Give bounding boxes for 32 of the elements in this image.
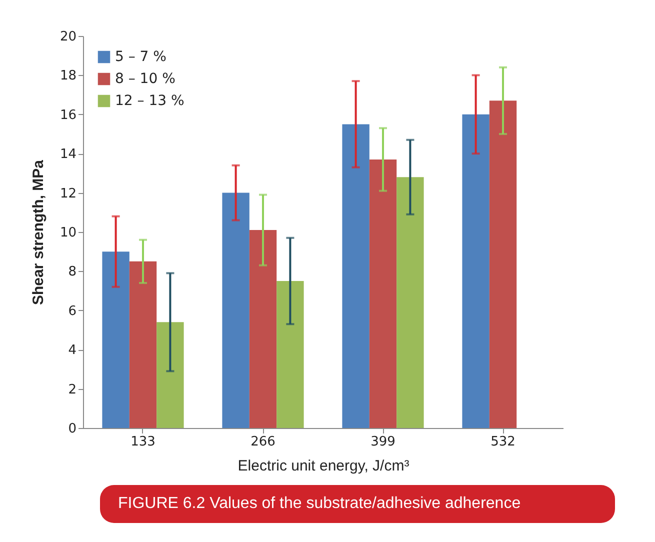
y-tick-label: 10 xyxy=(60,226,76,240)
bar xyxy=(156,322,184,428)
legend-label: 8 – 10 % xyxy=(115,71,176,87)
bar xyxy=(489,100,517,428)
x-tick-label: 133 xyxy=(130,434,156,450)
y-tick-label: 2 xyxy=(68,382,76,398)
x-tick-label: 532 xyxy=(490,434,516,450)
bar xyxy=(129,261,157,428)
bar xyxy=(249,230,277,428)
bar xyxy=(396,177,424,428)
y-tick-label: 8 xyxy=(68,264,76,280)
bar xyxy=(369,159,397,428)
bar xyxy=(222,192,250,428)
y-tick-label: 16 xyxy=(60,108,76,123)
y-tick-label: 4 xyxy=(68,343,76,358)
y-tick-label: 18 xyxy=(60,68,76,84)
bar xyxy=(342,124,370,428)
x-tick-label: 399 xyxy=(370,434,396,450)
x-tick-label: 266 xyxy=(250,434,276,450)
y-tick-label: 0 xyxy=(68,422,76,436)
y-tick-label: 6 xyxy=(68,304,76,319)
y-tick-label: 12 xyxy=(60,186,76,202)
y-tick-label: 20 xyxy=(60,30,76,44)
y-axis-title: Shear strength, MPa xyxy=(30,159,47,306)
bar xyxy=(462,114,490,428)
caption: FIGURE 6.2 Values of the substrate/adhesive adherence xyxy=(100,485,615,523)
legend-label: 12 – 13 % xyxy=(115,93,184,109)
bar xyxy=(102,252,130,428)
y-tick-label: 14 xyxy=(60,147,76,162)
bar xyxy=(276,281,304,428)
x-axis-title: Electric unit energy, J/cm³ xyxy=(238,458,410,474)
legend-label: 5 – 7 % xyxy=(115,49,166,65)
